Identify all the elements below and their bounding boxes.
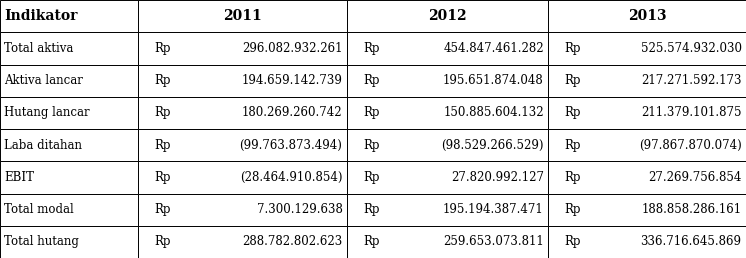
Bar: [0, 64, 138, 97]
Text: (97.867.870.074): (97.867.870.074): [639, 139, 742, 152]
Text: (98.529.266.529): (98.529.266.529): [442, 139, 544, 152]
Text: Hutang lancar: Hutang lancar: [4, 106, 90, 119]
Text: Rp: Rp: [154, 74, 172, 87]
Bar: [0, 194, 138, 226]
Bar: [138, 161, 347, 194]
Text: 454.847.461.282: 454.847.461.282: [443, 42, 544, 55]
Text: Rp: Rp: [154, 171, 172, 184]
Bar: [138, 226, 347, 258]
Text: Rp: Rp: [363, 74, 380, 87]
Text: Indikator: Indikator: [4, 9, 78, 23]
Text: 195.194.387.471: 195.194.387.471: [443, 203, 544, 216]
Bar: [548, 64, 746, 97]
Bar: [138, 0, 347, 32]
Bar: [0, 0, 138, 32]
Bar: [548, 194, 746, 226]
Bar: [347, 194, 548, 226]
Bar: [347, 97, 548, 129]
Text: 194.659.142.739: 194.659.142.739: [242, 74, 342, 87]
Bar: [347, 161, 548, 194]
Text: Laba ditahan: Laba ditahan: [4, 139, 83, 152]
Text: Rp: Rp: [154, 139, 172, 152]
Text: 288.782.802.623: 288.782.802.623: [242, 235, 342, 248]
Bar: [347, 64, 548, 97]
Bar: [0, 226, 138, 258]
Text: 2011: 2011: [223, 9, 262, 23]
Bar: [347, 32, 548, 64]
Text: Rp: Rp: [154, 235, 172, 248]
Bar: [138, 129, 347, 161]
Text: Rp: Rp: [363, 106, 380, 119]
Bar: [548, 97, 746, 129]
Text: (28.464.910.854): (28.464.910.854): [240, 171, 342, 184]
Text: Rp: Rp: [363, 139, 380, 152]
Text: Rp: Rp: [363, 171, 380, 184]
Text: Rp: Rp: [564, 235, 580, 248]
Bar: [347, 129, 548, 161]
Bar: [347, 0, 548, 32]
Text: 2013: 2013: [628, 9, 666, 23]
Text: 188.858.286.161: 188.858.286.161: [642, 203, 742, 216]
Text: 195.651.874.048: 195.651.874.048: [443, 74, 544, 87]
Text: Rp: Rp: [363, 203, 380, 216]
Text: 27.269.756.854: 27.269.756.854: [648, 171, 742, 184]
Text: Rp: Rp: [564, 203, 580, 216]
Text: 336.716.645.869: 336.716.645.869: [641, 235, 742, 248]
Bar: [0, 161, 138, 194]
Bar: [347, 226, 548, 258]
Bar: [548, 32, 746, 64]
Text: (99.763.873.494): (99.763.873.494): [239, 139, 342, 152]
Text: Rp: Rp: [154, 203, 172, 216]
Text: 525.574.932.030: 525.574.932.030: [641, 42, 742, 55]
Bar: [138, 32, 347, 64]
Text: 259.653.073.811: 259.653.073.811: [443, 235, 544, 248]
Text: Rp: Rp: [363, 235, 380, 248]
Text: Rp: Rp: [154, 106, 172, 119]
Text: 2012: 2012: [428, 9, 467, 23]
Text: Rp: Rp: [564, 74, 580, 87]
Bar: [548, 161, 746, 194]
Bar: [0, 129, 138, 161]
Text: Rp: Rp: [564, 106, 580, 119]
Text: 7.300.129.638: 7.300.129.638: [257, 203, 342, 216]
Text: Rp: Rp: [564, 42, 580, 55]
Bar: [548, 129, 746, 161]
Bar: [138, 64, 347, 97]
Text: 296.082.932.261: 296.082.932.261: [242, 42, 342, 55]
Text: Aktiva lancar: Aktiva lancar: [4, 74, 84, 87]
Bar: [138, 194, 347, 226]
Bar: [138, 97, 347, 129]
Text: 27.820.992.127: 27.820.992.127: [451, 171, 544, 184]
Text: Rp: Rp: [564, 139, 580, 152]
Bar: [0, 97, 138, 129]
Text: 150.885.604.132: 150.885.604.132: [443, 106, 544, 119]
Text: 211.379.101.875: 211.379.101.875: [641, 106, 742, 119]
Text: 217.271.592.173: 217.271.592.173: [641, 74, 742, 87]
Bar: [548, 226, 746, 258]
Text: Rp: Rp: [363, 42, 380, 55]
Text: EBIT: EBIT: [4, 171, 34, 184]
Bar: [548, 0, 746, 32]
Text: 180.269.260.742: 180.269.260.742: [242, 106, 342, 119]
Text: Rp: Rp: [564, 171, 580, 184]
Text: Rp: Rp: [154, 42, 172, 55]
Bar: [0, 32, 138, 64]
Text: Total modal: Total modal: [4, 203, 74, 216]
Text: Total hutang: Total hutang: [4, 235, 79, 248]
Text: Total aktiva: Total aktiva: [4, 42, 74, 55]
